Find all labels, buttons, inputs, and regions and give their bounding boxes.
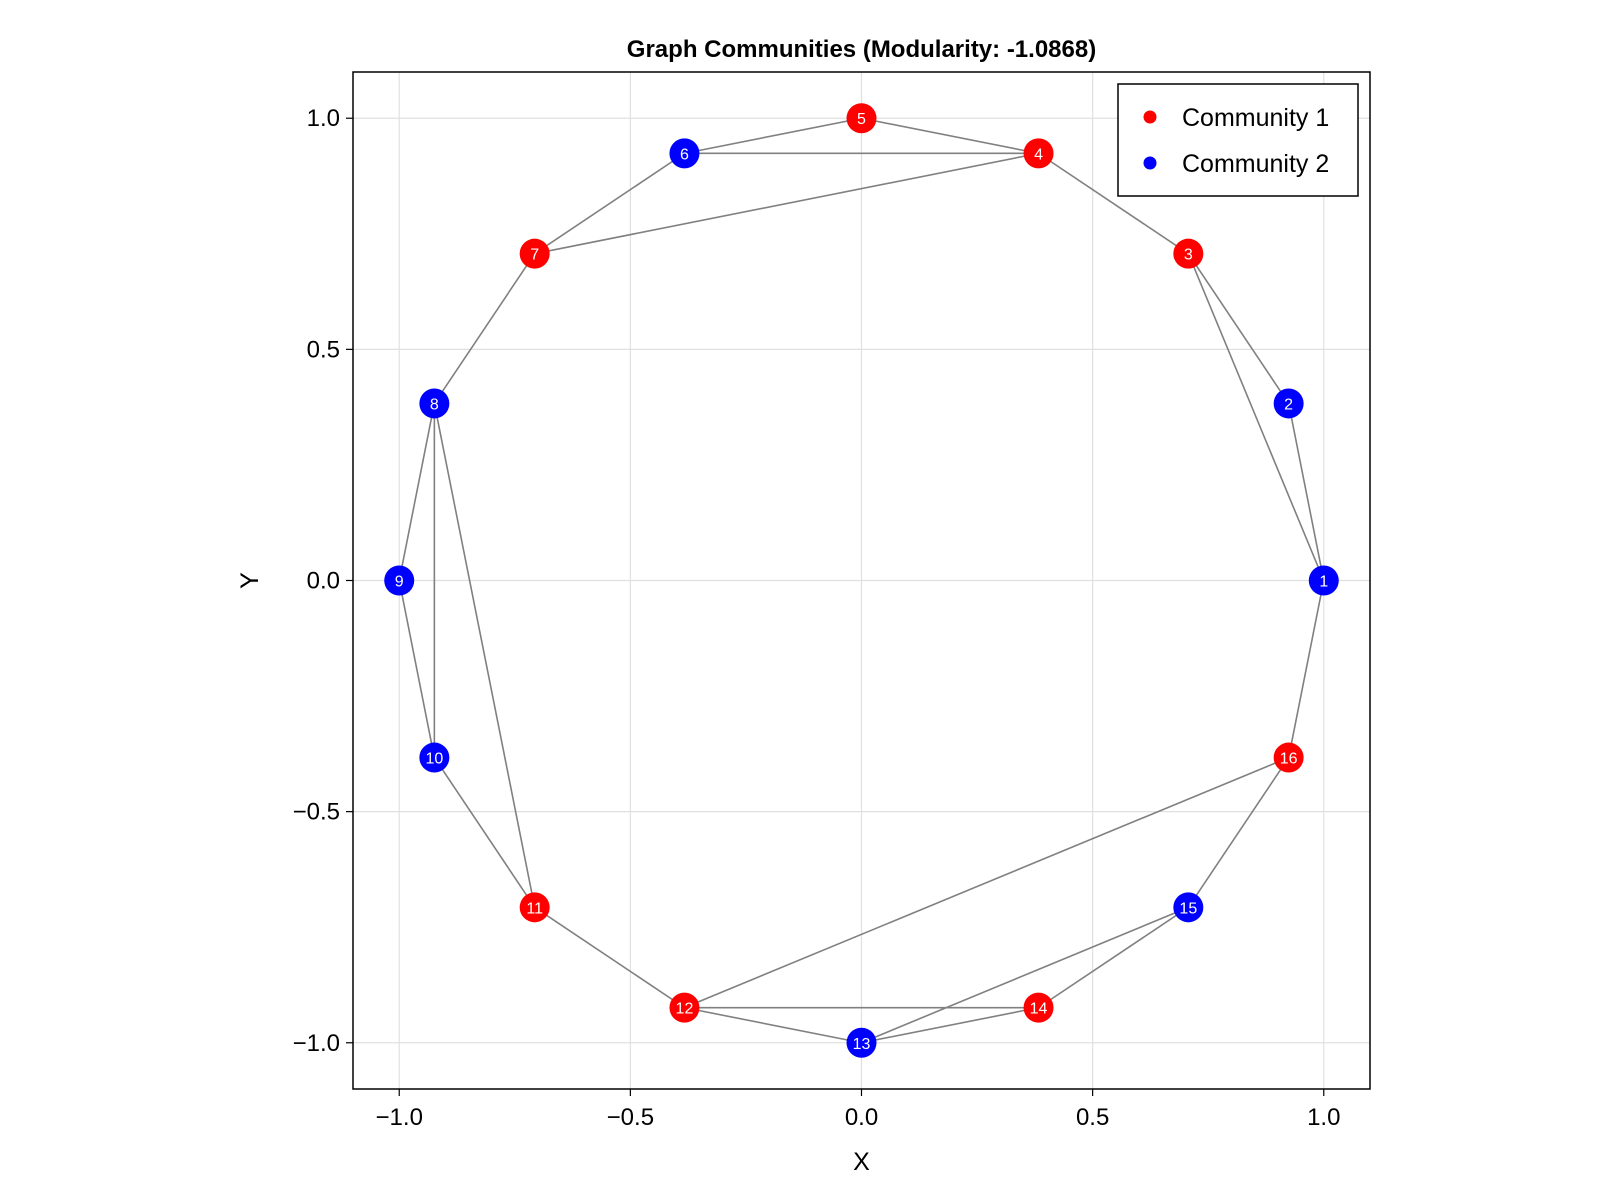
- chart-title: Graph Communities (Modularity: -1.0868): [627, 36, 1096, 63]
- graph-node-2: 2: [1273, 388, 1304, 419]
- graph-edge-14-15: [1038, 906, 1189, 1009]
- graph-edge-8-11: [433, 403, 536, 908]
- graph-edge-11-12: [534, 906, 685, 1009]
- x-tick-label: −1.0: [376, 1104, 423, 1131]
- node-label: 11: [526, 900, 543, 917]
- node-marker: [669, 992, 700, 1023]
- node-marker: [1173, 892, 1204, 923]
- x-tick-label: 1.0: [1307, 1104, 1340, 1131]
- graph-edge-4-7: [534, 152, 1039, 255]
- graph-node-13: 13: [846, 1027, 877, 1058]
- graph-node-15: 15: [1173, 892, 1204, 923]
- graph-edge-2-3: [1187, 253, 1290, 404]
- y-tick-label: −1.0: [293, 1030, 340, 1057]
- node-marker: [1273, 742, 1304, 773]
- node-label: 2: [1284, 396, 1293, 413]
- graph-node-14: 14: [1023, 992, 1054, 1023]
- node-marker: [419, 742, 450, 773]
- graph-node-3: 3: [1173, 238, 1204, 269]
- graph-edge-6-7: [534, 152, 685, 255]
- graph-edge-12-13: [684, 1006, 862, 1044]
- graph-node-6: 6: [669, 138, 700, 169]
- grid-lines: [353, 72, 1370, 1089]
- node-marker: [384, 565, 415, 596]
- graph-node-7: 7: [519, 238, 550, 269]
- legend: Community 1 Community 2: [1117, 83, 1359, 197]
- node-marker: [419, 388, 450, 419]
- graph-node-5: 5: [846, 103, 877, 134]
- graph-edge-5-6: [684, 117, 862, 155]
- y-tick-label: −0.5: [293, 799, 340, 826]
- graph-node-16: 16: [1273, 742, 1304, 773]
- axis-ticks: −1.0 −0.5 0.0 0.5 1.0 −1.0 −0.5 0.0 0.5 1.0: [293, 105, 1341, 1131]
- node-marker: [1023, 992, 1054, 1023]
- y-axis-label: Y: [236, 572, 264, 589]
- node-marker: [669, 138, 700, 169]
- node-label: 15: [1179, 900, 1197, 917]
- node-label: 8: [430, 396, 439, 413]
- node-marker: [519, 238, 550, 269]
- graph-node-10: 10: [419, 742, 450, 773]
- node-label: 14: [1030, 1001, 1048, 1018]
- graph-edge-3-4: [1038, 152, 1189, 255]
- graph-edge-1-16: [1287, 580, 1325, 758]
- graph-edge-15-16: [1187, 757, 1290, 908]
- legend-marker-community-1: [1143, 110, 1157, 124]
- x-tick-label: 0.0: [845, 1104, 878, 1131]
- graph-edge-10-11: [433, 757, 536, 908]
- graph-edge-9-10: [398, 580, 436, 758]
- graph-edge-13-14: [861, 1006, 1039, 1044]
- node-marker: [846, 1027, 877, 1058]
- x-tick-label: 0.5: [1076, 1104, 1109, 1131]
- graph-edge-1-3: [1187, 253, 1325, 581]
- graph-edges: [398, 117, 1325, 1044]
- node-label: 6: [680, 146, 689, 163]
- graph-node-12: 12: [669, 992, 700, 1023]
- y-tick-label: 1.0: [307, 105, 340, 132]
- node-label: 12: [676, 1001, 694, 1018]
- node-label: 10: [425, 751, 443, 768]
- graph-edge-8-9: [398, 403, 436, 581]
- graph-node-11: 11: [519, 892, 550, 923]
- graph-node-8: 8: [419, 388, 450, 419]
- legend-label-community-1: Community 1: [1182, 104, 1329, 132]
- y-tick-label: 0.0: [307, 568, 340, 595]
- legend-marker-community-2: [1143, 156, 1157, 170]
- node-label: 3: [1184, 247, 1193, 264]
- node-label: 16: [1280, 751, 1298, 768]
- node-label: 5: [857, 111, 866, 128]
- x-axis-label: X: [853, 1148, 870, 1176]
- graph-edge-1-2: [1287, 403, 1325, 581]
- graph-edge-13-15: [861, 906, 1189, 1044]
- node-marker: [1308, 565, 1339, 596]
- graph-edge-4-5: [861, 117, 1039, 155]
- node-label: 7: [530, 247, 539, 264]
- legend-box: [1117, 83, 1359, 197]
- y-tick-label: 0.5: [307, 336, 340, 363]
- node-label: 1: [1319, 574, 1328, 591]
- graph-edge-7-8: [433, 253, 536, 404]
- graph-node-4: 4: [1023, 138, 1054, 169]
- node-label: 4: [1034, 146, 1043, 163]
- node-label: 9: [395, 574, 404, 591]
- legend-label-community-2: Community 2: [1182, 150, 1329, 178]
- graph-node-1: 1: [1308, 565, 1339, 596]
- x-tick-label: −0.5: [607, 1104, 654, 1131]
- node-label: 13: [853, 1036, 871, 1053]
- node-marker: [1273, 388, 1304, 419]
- node-marker: [519, 892, 550, 923]
- graph-edge-12-16: [684, 756, 1289, 1009]
- node-marker: [1023, 138, 1054, 169]
- node-marker: [846, 103, 877, 134]
- node-marker: [1173, 238, 1204, 269]
- graph-node-9: 9: [384, 565, 415, 596]
